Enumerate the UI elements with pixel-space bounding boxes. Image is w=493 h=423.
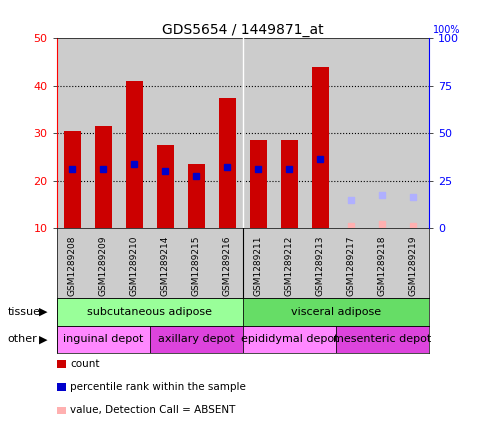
Bar [250, 140, 267, 228]
Text: ▶: ▶ [39, 307, 48, 317]
Text: epididymal depot: epididymal depot [241, 335, 338, 344]
Text: GSM1289218: GSM1289218 [378, 235, 387, 296]
Text: mesenteric depot: mesenteric depot [333, 335, 431, 344]
Text: count: count [70, 359, 100, 369]
Bar [243, 326, 336, 353]
Text: GSM1289215: GSM1289215 [192, 235, 201, 296]
Text: GSM1289214: GSM1289214 [161, 235, 170, 296]
Text: GSM1289213: GSM1289213 [316, 235, 325, 296]
Bar [64, 131, 81, 228]
Text: visceral adipose: visceral adipose [291, 307, 381, 317]
Text: subcutaneous adipose: subcutaneous adipose [87, 307, 212, 317]
Text: other: other [7, 335, 37, 344]
Text: axillary depot: axillary depot [158, 335, 235, 344]
Bar [126, 81, 143, 228]
Bar [312, 67, 329, 228]
Text: GSM1289210: GSM1289210 [130, 235, 139, 296]
Text: inguinal depot: inguinal depot [63, 335, 143, 344]
Bar [336, 326, 429, 353]
Text: GSM1289219: GSM1289219 [409, 235, 418, 296]
Bar [243, 298, 429, 326]
Text: ▶: ▶ [39, 335, 48, 344]
Bar [57, 326, 150, 353]
Text: GSM1289211: GSM1289211 [254, 235, 263, 296]
Bar [219, 98, 236, 228]
Text: GSM1289209: GSM1289209 [99, 235, 108, 296]
Text: tissue: tissue [7, 307, 40, 317]
Text: value, Detection Call = ABSENT: value, Detection Call = ABSENT [70, 405, 236, 415]
Text: percentile rank within the sample: percentile rank within the sample [70, 382, 246, 392]
Bar [188, 164, 205, 228]
Text: 100%: 100% [433, 25, 460, 35]
Bar [57, 298, 243, 326]
Text: GSM1289217: GSM1289217 [347, 235, 356, 296]
Text: GSM1289212: GSM1289212 [285, 235, 294, 296]
Text: GSM1289208: GSM1289208 [68, 235, 77, 296]
Bar [157, 145, 174, 228]
Bar [281, 140, 298, 228]
Text: GDS5654 / 1449871_at: GDS5654 / 1449871_at [162, 23, 323, 37]
Bar [150, 326, 243, 353]
Text: GSM1289216: GSM1289216 [223, 235, 232, 296]
Bar [95, 126, 112, 228]
